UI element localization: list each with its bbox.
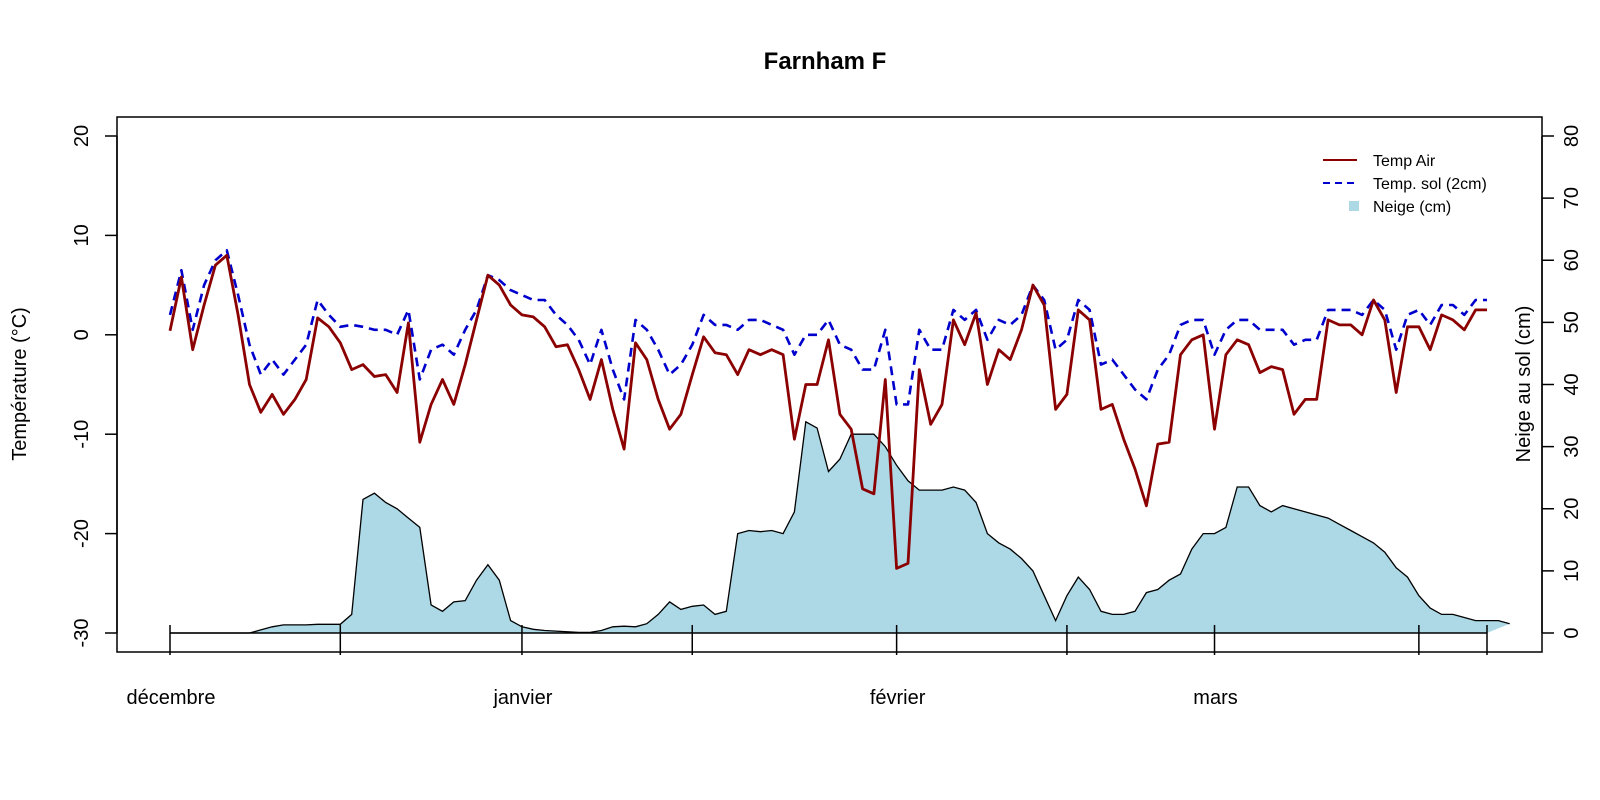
right-tick-label: 80 — [1561, 125, 1583, 147]
left-tick-label: 0 — [71, 329, 93, 340]
x-tick-label: décembre — [127, 687, 216, 709]
x-tick-label: février — [870, 687, 926, 709]
snow-area — [170, 421, 1510, 633]
x-tick-label: janvier — [492, 687, 552, 709]
right-tick-label: 60 — [1561, 249, 1583, 271]
legend-swatch-snow — [1349, 201, 1359, 211]
right-tick-label: 40 — [1561, 373, 1583, 395]
air-temp-line — [168, 253, 1487, 570]
snow-area-layer — [170, 420, 1510, 634]
y-axis-label: Température (°C) — [9, 307, 31, 461]
air-temp-layer — [168, 253, 1487, 570]
legend-label-air: Temp Air — [1373, 153, 1436, 170]
right-tick-label: 0 — [1561, 627, 1583, 638]
right-tick-label: 50 — [1561, 311, 1583, 333]
bottom-axis: décembre janvier février mars — [127, 625, 1488, 709]
left-tick-label: -10 — [71, 420, 93, 449]
left-axis: -30 -20 -10 0 10 20 — [71, 125, 118, 648]
left-tick-label: -20 — [71, 519, 93, 548]
x-tick-label: mars — [1193, 687, 1237, 709]
legend-label-snow: Neige (cm) — [1373, 199, 1451, 216]
left-tick-label: -30 — [71, 619, 93, 648]
right-tick-label: 10 — [1561, 560, 1583, 582]
right-tick-label: 20 — [1561, 498, 1583, 520]
left-tick-label: 10 — [71, 224, 93, 246]
legend: Temp Air Temp. sol (2cm) Neige (cm) — [1323, 153, 1487, 216]
soil-temp-layer — [168, 249, 1487, 406]
snow-outline — [170, 420, 1510, 634]
right-tick-label: 70 — [1561, 187, 1583, 209]
right-axis: 0 10 20 30 40 50 60 70 80 — [1541, 125, 1583, 639]
left-tick-label: 20 — [71, 125, 93, 147]
chart-title: Farnham F — [764, 48, 887, 75]
y2-axis-label: Neige au sol (cm) — [1513, 306, 1535, 463]
legend-label-sol: Temp. sol (2cm) — [1373, 176, 1487, 193]
right-tick-label: 30 — [1561, 436, 1583, 458]
soil-temp-line — [168, 249, 1487, 406]
